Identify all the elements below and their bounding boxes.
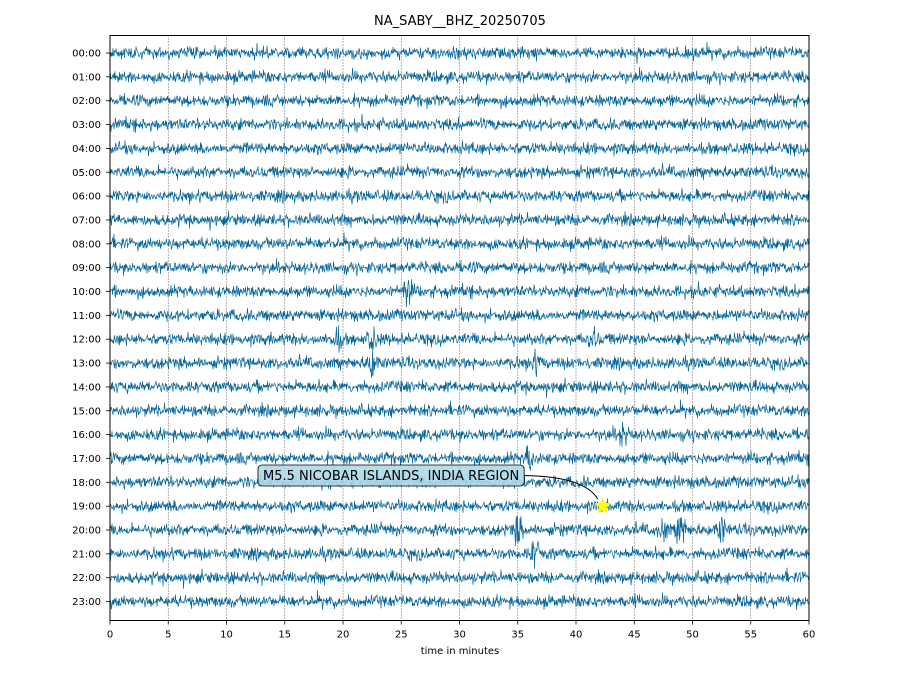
trace-1900 — [109, 498, 810, 515]
y-tick-label: 20:00 — [72, 526, 101, 537]
trace-2200 — [109, 567, 810, 589]
x-tick-label: 30 — [453, 630, 466, 641]
x-tick-label: 25 — [395, 630, 408, 641]
trace-1100 — [109, 307, 810, 324]
y-tick-label: 09:00 — [72, 263, 101, 274]
y-tick-label: 15:00 — [72, 406, 101, 417]
chart-title: NA_SABY__BHZ_20250705 — [374, 14, 546, 29]
y-tick-label: 06:00 — [72, 192, 101, 203]
y-tick-label: 08:00 — [72, 239, 101, 250]
trace-1700 — [109, 445, 810, 471]
y-tick-label: 14:00 — [72, 382, 101, 393]
trace-0100 — [109, 67, 810, 86]
x-tick-label: 5 — [165, 630, 171, 641]
trace-1000 — [109, 278, 810, 308]
y-tick-label: 18:00 — [72, 478, 101, 489]
trace-1300 — [109, 348, 810, 378]
trace-0000 — [109, 41, 810, 64]
y-tick-label: 05:00 — [72, 168, 101, 179]
x-tick-label: 50 — [686, 630, 699, 641]
x-tick-labels: 0 5 10 15 20 25 30 35 40 45 50 55 60 — [107, 620, 816, 641]
x-tick-label: 60 — [803, 630, 816, 641]
x-tick-label: 55 — [744, 630, 757, 641]
event-star-marker — [594, 496, 612, 514]
y-tick-label: 17:00 — [72, 454, 101, 465]
x-tick-label: 20 — [337, 630, 350, 641]
trace-0800 — [109, 232, 810, 252]
y-tick-label: 23:00 — [72, 597, 101, 608]
y-tick-label: 11:00 — [72, 311, 101, 322]
trace-1200 — [109, 325, 810, 353]
y-tick-label: 13:00 — [72, 359, 101, 370]
x-tick-label: 35 — [511, 630, 524, 641]
y-tick-label: 04:00 — [72, 144, 101, 155]
trace-2100 — [109, 540, 810, 570]
trace-0900 — [109, 257, 810, 277]
y-tick-label: 12:00 — [72, 335, 101, 346]
x-tick-label: 45 — [628, 630, 641, 641]
trace-0500 — [109, 163, 810, 181]
x-axis-label: time in minutes — [421, 646, 500, 657]
trace-2000 — [109, 515, 810, 546]
event-annotation-arrow — [524, 475, 599, 500]
y-tick-label: 22:00 — [72, 573, 101, 584]
y-tick-label: 01:00 — [72, 72, 101, 83]
y-tick-label: 02:00 — [72, 96, 101, 107]
trace-2300 — [109, 590, 810, 610]
y-tick-label: 10:00 — [72, 287, 101, 298]
trace-0300 — [109, 113, 810, 133]
trace-1500 — [109, 399, 810, 420]
x-tick-label: 10 — [220, 630, 233, 641]
event-annotation-text: M5.5 NICOBAR ISLANDS, INDIA REGION — [263, 469, 519, 484]
trace-1600 — [109, 421, 810, 447]
y-tick-label: 03:00 — [72, 120, 101, 131]
event-annotation: M5.5 NICOBAR ISLANDS, INDIA REGION — [257, 464, 612, 514]
trace-0700 — [109, 210, 810, 231]
y-tick-label: 00:00 — [72, 49, 101, 60]
y-tick-labels: 00:00 01:00 02:00 03:00 04:00 05:00 06:00 07:00… — [72, 49, 110, 608]
x-tick-label: 15 — [278, 630, 291, 641]
trace-0600 — [109, 188, 810, 205]
trace-1400 — [109, 377, 810, 398]
y-tick-label: 07:00 — [72, 215, 101, 226]
trace-layer — [109, 41, 810, 610]
y-tick-label: 19:00 — [72, 502, 101, 513]
trace-0200 — [109, 92, 810, 110]
x-tick-label: 0 — [107, 630, 113, 641]
y-tick-label: 21:00 — [72, 549, 101, 560]
y-tick-label: 16:00 — [72, 430, 101, 441]
trace-0400 — [109, 140, 810, 157]
x-tick-label: 40 — [570, 630, 583, 641]
